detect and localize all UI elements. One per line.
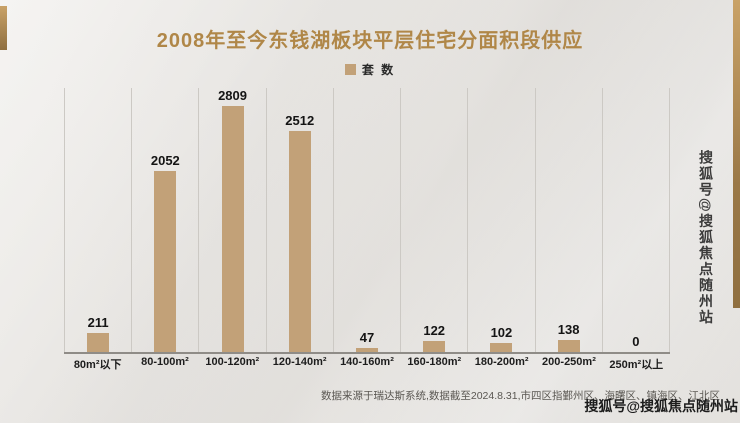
bar [355, 348, 378, 352]
bar [154, 171, 177, 352]
category-label: 80-100m² [141, 356, 189, 368]
category-label: 160-180m² [407, 356, 462, 368]
bar-value-label: 47 [359, 330, 375, 345]
category-label: 120-140m² [272, 356, 327, 368]
legend: 套 数 [0, 61, 740, 78]
category-label: 140-160m² [340, 356, 394, 368]
bar-value-label: 138 [557, 322, 580, 337]
bar-value-label: 2809 [218, 88, 247, 103]
watermark-bottom: 搜狐号@搜狐焦点随州站 [584, 398, 738, 414]
bar-column: 211 [64, 88, 131, 352]
category-label: 100-120m² [205, 356, 260, 368]
gold-accent-strip-right [733, 0, 740, 308]
bar-column: 2809 [198, 88, 265, 352]
chart-title: 2008年至今东钱湖板块平层住宅分面积段供应 [156, 30, 584, 52]
category-labels: 80m²以下 80-100m² 100-120m² 120-140m² 140-160m… [64, 356, 670, 372]
bar-chart-plot-area: 211 2052 2809 2512 47 122 102 138 0 [64, 88, 670, 354]
bar-value-label: 102 [490, 325, 513, 340]
bar [87, 333, 110, 352]
category-label: 180-200m² [474, 356, 529, 368]
bar-column: 47 [332, 88, 400, 352]
legend-swatch [344, 64, 356, 75]
bar-column: 102 [467, 88, 534, 352]
bar-value-label: 0 [632, 334, 640, 349]
bar-column: 2512 [265, 88, 333, 352]
bar-value-label: 211 [87, 315, 109, 330]
bar [423, 341, 446, 352]
bar-value-label: 122 [423, 323, 446, 338]
gold-accent-strip-left [0, 6, 7, 50]
bar-column: 0 [601, 88, 670, 352]
bar-column: 138 [534, 88, 602, 352]
bar-column: 122 [400, 88, 467, 352]
category-label: 200-250m² [542, 356, 596, 368]
category-label: 250m²以上 [609, 359, 664, 371]
bar-value-label: 2512 [285, 113, 315, 128]
bar [557, 340, 580, 352]
legend-label: 套 数 [361, 63, 396, 77]
bar [288, 131, 311, 352]
bar-column: 2052 [131, 88, 198, 352]
bar-value-label: 2052 [150, 153, 180, 168]
watermark-vertical: 搜狐号@搜狐焦点随州站 [698, 150, 714, 326]
bar [221, 106, 244, 352]
category-label: 80m²以下 [73, 359, 122, 371]
data-source-footer: 数据来源于瑞达斯系统,数据截至2024.8.31,市四区指鄞州区、海曙区、镇海区… [320, 390, 720, 402]
bar [490, 343, 513, 352]
